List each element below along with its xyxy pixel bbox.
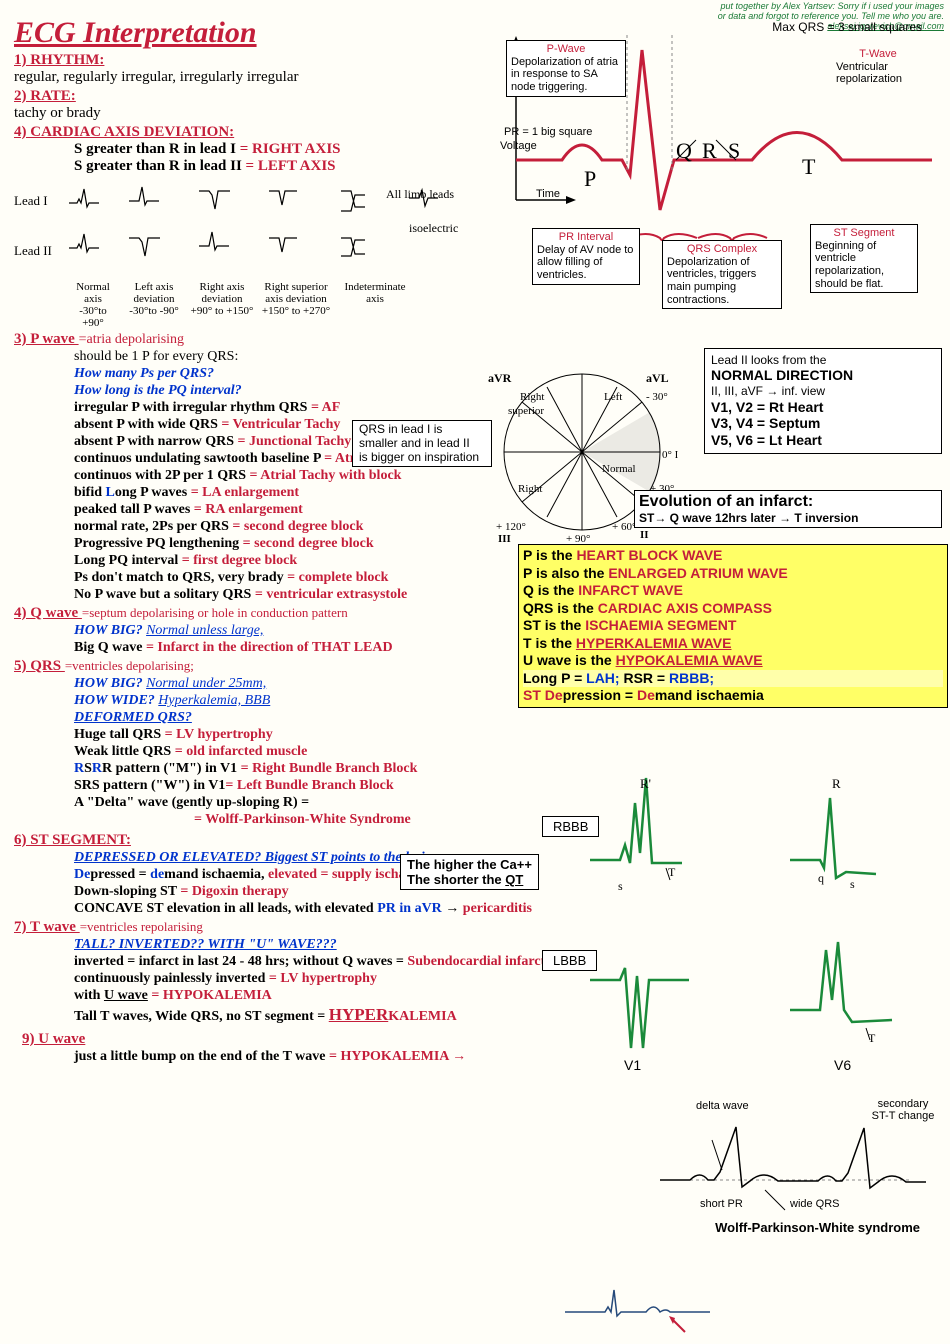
- volt-lbl: Voltage: [500, 140, 537, 152]
- svg-text:0° I: 0° I: [662, 449, 679, 461]
- svg-text:V6: V6: [834, 1057, 851, 1073]
- mnemonic-box: P is the HEART BLOCK WAVE P is also the …: [518, 544, 948, 708]
- svg-text:R': R': [640, 776, 651, 791]
- qrs-q3: DEFORMED QRS?: [74, 710, 936, 726]
- pwave-box: P-Wave Depolarization of atria in respon…: [506, 40, 626, 97]
- t-sub: =ventricles repolarising: [80, 919, 203, 934]
- qt-box: The higher the Ca++ The shorter the QT: [400, 854, 539, 890]
- h-t: 7) T wave: [14, 919, 80, 935]
- lead2-label: Lead II: [14, 243, 52, 259]
- svg-text:R: R: [832, 776, 841, 791]
- svg-text:s: s: [850, 877, 855, 891]
- pri-box: PR Interval Delay of AV node to allow fi…: [532, 228, 640, 285]
- svg-text:Right: Right: [518, 483, 542, 495]
- qrs1: Huge tall QRS = LV hypertrophy: [74, 727, 936, 743]
- stt-lbl: secondary ST-T change: [868, 1098, 938, 1122]
- ax-ra: Right axis deviation+90° to +150°: [190, 281, 254, 317]
- svg-text:s: s: [618, 879, 623, 893]
- svg-text:Right: Right: [520, 391, 544, 403]
- qrs-sub: =ventricles depolarising;: [65, 658, 194, 673]
- h-q: 4) Q wave: [14, 605, 82, 621]
- pwave-sub: =atria depolarising: [79, 332, 184, 347]
- all-leads-lbl: All limb leads: [386, 187, 454, 202]
- maxqrs-lbl: Max QRS = 3 small squares: [772, 20, 922, 34]
- delta-lbl: delta wave: [696, 1100, 749, 1112]
- ecg-waveform-diagram: Max QRS = 3 small squares P T Q R S P-Wa…: [502, 30, 942, 340]
- qrs2: Weak little QRS = old infarcted muscle: [74, 744, 936, 760]
- svg-text:R: R: [702, 138, 717, 163]
- svg-text:III: III: [498, 533, 511, 545]
- qrs-resp-box: QRS in lead I issmaller and in lead IIis…: [352, 420, 492, 467]
- ax-ia: Indeterminate axis: [340, 281, 410, 305]
- qrs-box: QRS Complex Depolarization of ventricles…: [662, 240, 782, 309]
- ax-la: Left axis deviation-30°to -90°: [124, 281, 184, 317]
- T-lbl: T: [802, 154, 816, 179]
- ax-na: Normal axis-30°to +90°: [69, 281, 117, 329]
- uwave-svg: [560, 1282, 740, 1342]
- lead-direction-box: Lead II looks from the NORMAL DIRECTION …: [704, 348, 942, 454]
- svg-text:- 30°: - 30°: [646, 391, 668, 403]
- st-box: ST Segment Beginning of ventricle repola…: [810, 224, 918, 293]
- svg-text:aVR: aVR: [488, 371, 512, 385]
- svg-text:+ 60°: + 60°: [612, 521, 636, 533]
- svg-text:+ 120°: + 120°: [496, 521, 526, 533]
- lead1-label: Lead I: [14, 193, 48, 209]
- svg-text:V1: V1: [624, 1057, 641, 1073]
- twave-box: T-Wave Ventricular repolarization: [832, 46, 924, 88]
- pr-lbl: PR = 1 big square: [504, 126, 592, 138]
- q-sub: =septum depolarising or hole in conducti…: [82, 605, 348, 620]
- ax-rsa: Right superior axis deviation+150° to +2…: [258, 281, 334, 317]
- lbbb-svg: V1 V6 T: [580, 920, 940, 1080]
- svg-text:S: S: [728, 138, 740, 163]
- P-lbl: P: [584, 166, 596, 191]
- svg-text:Normal: Normal: [602, 463, 636, 475]
- rbbb-svg: R' s T R q s: [580, 770, 940, 920]
- svg-text:Left: Left: [604, 391, 622, 403]
- h-pwave: 3) P wave: [14, 331, 79, 347]
- time-lbl: Time: [536, 188, 560, 200]
- svg-text:aVL: aVL: [646, 371, 669, 385]
- wpw-title: Wolff-Parkinson-White syndrome: [715, 1220, 920, 1235]
- svg-text:Q: Q: [676, 138, 692, 163]
- svg-text:II: II: [640, 529, 649, 541]
- svg-text:superior: superior: [508, 405, 544, 417]
- h-qrs: 5) QRS: [14, 658, 65, 674]
- infarct-box: Evolution of an infarct: ST→ Q wave 12hr…: [634, 490, 942, 528]
- spr-lbl: short PR: [700, 1198, 743, 1210]
- svg-text:q: q: [818, 871, 824, 885]
- iso-lbl: isoelectric: [409, 221, 458, 236]
- wqrs-lbl: wide QRS: [790, 1198, 840, 1210]
